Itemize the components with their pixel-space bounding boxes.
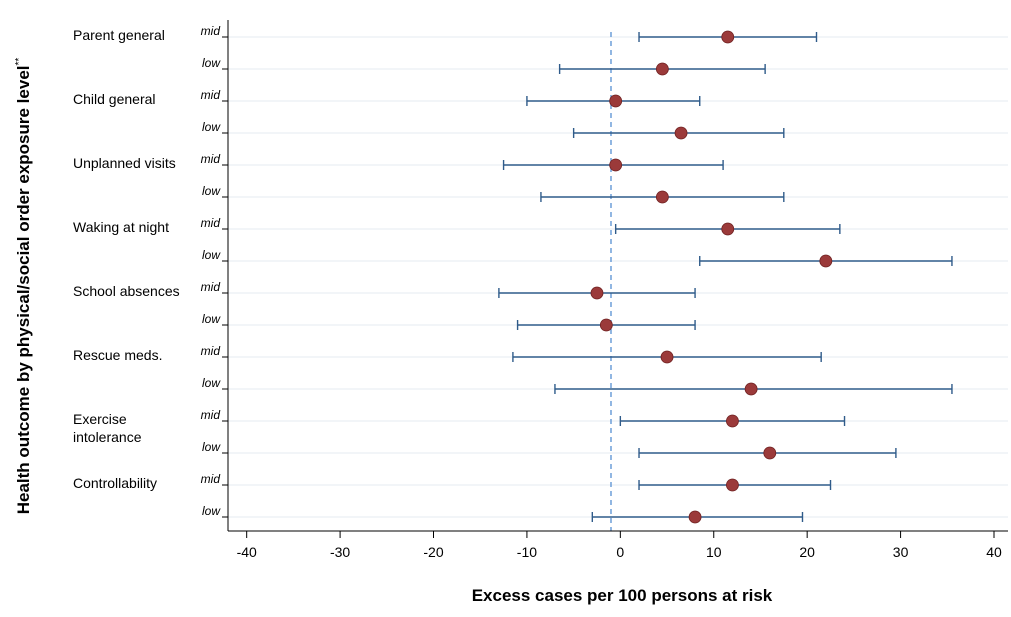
x-tick-label: 30	[893, 544, 909, 560]
level-label: low	[202, 440, 221, 454]
point-estimate	[819, 254, 833, 268]
estimate-row	[516, 318, 696, 332]
point-estimate	[674, 126, 688, 140]
estimate-row	[638, 30, 818, 44]
group-label: Exercise	[73, 411, 127, 427]
x-tick-label: 0	[616, 544, 624, 560]
level-label: mid	[201, 280, 221, 294]
x-tick-label: -10	[517, 544, 537, 560]
y-axis-title-text: Health outcome by physical/social order …	[14, 66, 33, 515]
estimate-row	[619, 414, 846, 428]
point-estimate	[599, 318, 613, 332]
estimate-row	[699, 254, 953, 268]
point-estimate	[609, 158, 623, 172]
group-label: intolerance	[73, 429, 142, 445]
level-label: low	[202, 504, 221, 518]
x-tick-label: 20	[799, 544, 815, 560]
estimate-row	[572, 126, 785, 140]
point-estimate	[655, 190, 669, 204]
x-ticks: -40 -30 -20 -10 0 10 20 30 40	[222, 36, 1002, 560]
group-label: Unplanned visits	[73, 155, 176, 171]
y-axis-title: Health outcome by physical/social order …	[14, 58, 33, 515]
x-tick-label: 10	[706, 544, 722, 560]
level-label: mid	[201, 408, 221, 422]
estimate-row	[591, 510, 804, 524]
x-axis-title: Excess cases per 100 persons at risk	[472, 586, 773, 605]
estimate-row	[638, 446, 897, 460]
point-estimate	[726, 478, 739, 492]
group-label: Rescue meds.	[73, 347, 162, 363]
group-label: Parent general	[73, 27, 165, 43]
level-label: mid	[201, 216, 221, 230]
point-estimate	[721, 30, 735, 44]
gridlines	[228, 36, 1008, 518]
point-estimate	[660, 350, 674, 364]
level-label: mid	[201, 88, 221, 102]
level-label: low	[202, 248, 221, 262]
level-label: mid	[201, 24, 221, 38]
point-estimate	[590, 286, 604, 300]
level-label: low	[202, 376, 221, 390]
x-tick-label: -40	[237, 544, 257, 560]
level-label: mid	[201, 152, 221, 166]
group-label: Waking at night	[73, 219, 169, 235]
level-label: low	[202, 120, 221, 134]
estimate-rows	[498, 30, 953, 524]
point-estimate	[688, 510, 702, 524]
point-estimate	[655, 62, 669, 76]
group-label: Child general	[73, 91, 156, 107]
level-label: mid	[201, 472, 221, 486]
level-label: mid	[201, 344, 221, 358]
point-estimate	[744, 382, 758, 396]
estimate-row	[558, 62, 766, 76]
estimate-row	[540, 190, 785, 204]
level-label: low	[202, 56, 221, 70]
y-axis-title-suffix: **	[14, 58, 25, 66]
axes	[227, 20, 1008, 532]
point-estimate	[721, 222, 735, 236]
estimate-row	[498, 286, 696, 300]
x-tick-label: -20	[423, 544, 443, 560]
point-estimate	[609, 94, 623, 108]
estimate-row	[614, 222, 841, 236]
group-label: School absences	[73, 283, 180, 299]
estimate-row	[554, 382, 953, 396]
level-label: low	[202, 184, 221, 198]
estimate-row	[502, 158, 724, 172]
x-tick-label: -30	[330, 544, 350, 560]
estimate-row	[638, 478, 832, 492]
point-estimate	[726, 414, 739, 428]
x-tick-label: 40	[986, 544, 1002, 560]
estimate-row	[512, 350, 822, 364]
point-estimate	[763, 446, 777, 460]
row-labels: mid low mid low mid low mid low mid low mid low mid l…	[73, 24, 221, 518]
group-label: Controllability	[73, 475, 157, 491]
level-label: low	[202, 312, 221, 326]
estimate-row	[526, 94, 701, 108]
